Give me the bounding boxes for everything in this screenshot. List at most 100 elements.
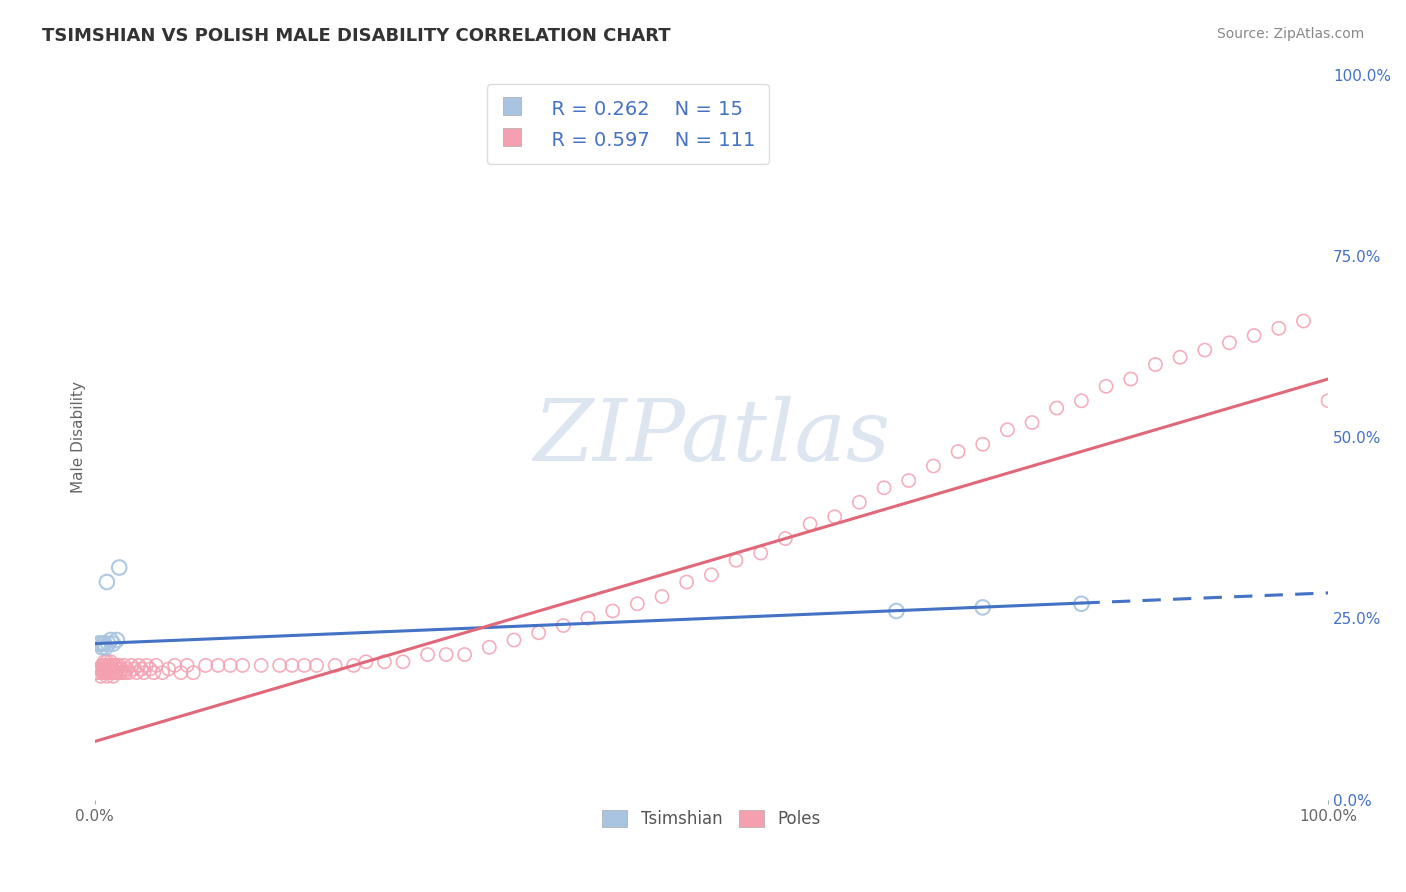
Point [626, 597, 648, 611]
Point [93, 662, 115, 676]
Point [478, 640, 501, 655]
Point [775, 532, 797, 546]
Point [105, 633, 128, 648]
Point [946, 444, 969, 458]
Point [115, 662, 138, 676]
Point [972, 600, 994, 615]
Text: ZIPatlas: ZIPatlas [533, 396, 890, 478]
Point [1194, 343, 1216, 357]
Point [94, 640, 117, 655]
Point [97, 658, 120, 673]
Point [91, 665, 114, 680]
Point [87, 637, 110, 651]
Point [131, 662, 153, 676]
Point [553, 618, 575, 632]
Point [1095, 379, 1118, 393]
Point [100, 655, 122, 669]
Point [281, 658, 304, 673]
Point [675, 574, 697, 589]
Point [98, 665, 121, 680]
Point [114, 665, 136, 680]
Point [118, 665, 141, 680]
Point [194, 658, 217, 673]
Point [107, 662, 129, 676]
Text: Source: ZipAtlas.com: Source: ZipAtlas.com [1216, 27, 1364, 41]
Point [121, 658, 143, 673]
Point [323, 658, 346, 673]
Point [1119, 372, 1142, 386]
Point [94, 665, 117, 680]
Point [93, 655, 115, 669]
Point [98, 658, 121, 673]
Point [152, 665, 174, 680]
Point [104, 665, 127, 680]
Point [1070, 597, 1092, 611]
Point [527, 625, 550, 640]
Point [96, 669, 118, 683]
Point [100, 633, 122, 648]
Point [135, 658, 157, 673]
Point [292, 658, 315, 673]
Point [105, 658, 128, 673]
Point [1243, 328, 1265, 343]
Point [142, 665, 165, 680]
Point [96, 655, 118, 669]
Point [108, 560, 131, 574]
Point [145, 658, 167, 673]
Point [799, 516, 821, 531]
Point [219, 658, 242, 673]
Point [91, 658, 114, 673]
Point [97, 637, 120, 651]
Point [848, 495, 870, 509]
Point [1268, 321, 1291, 335]
Point [269, 658, 291, 673]
Point [91, 637, 114, 651]
Point [873, 481, 896, 495]
Point [90, 637, 112, 651]
Point [305, 658, 328, 673]
Point [101, 662, 124, 676]
Point [886, 604, 908, 618]
Point [100, 662, 122, 676]
Point [110, 665, 132, 680]
Point [101, 658, 124, 673]
Point [86, 665, 108, 680]
Point [503, 633, 526, 648]
Point [724, 553, 747, 567]
Point [207, 658, 229, 673]
Point [170, 665, 193, 680]
Point [103, 665, 125, 680]
Point [997, 423, 1019, 437]
Point [416, 648, 439, 662]
Point [232, 658, 254, 673]
Point [91, 665, 114, 680]
Point [87, 665, 110, 680]
Point [602, 604, 624, 618]
Point [176, 658, 198, 673]
Point [96, 574, 118, 589]
Text: TSIMSHIAN VS POLISH MALE DISABILITY CORRELATION CHART: TSIMSHIAN VS POLISH MALE DISABILITY CORR… [42, 27, 671, 45]
Point [181, 665, 204, 680]
Point [91, 640, 114, 655]
Point [96, 662, 118, 676]
Point [453, 648, 475, 662]
Point [1317, 393, 1340, 408]
Point [128, 658, 150, 673]
Point [1070, 393, 1092, 408]
Point [824, 509, 846, 524]
Point [139, 662, 162, 676]
Point [103, 658, 125, 673]
Point [132, 665, 155, 680]
Point [1021, 416, 1043, 430]
Point [434, 648, 457, 662]
Point [91, 658, 114, 673]
Point [101, 637, 124, 651]
Point [922, 458, 945, 473]
Point [97, 665, 120, 680]
Point [972, 437, 994, 451]
Point [111, 665, 134, 680]
Point [651, 590, 673, 604]
Point [105, 665, 128, 680]
Legend: Tsimshian, Poles: Tsimshian, Poles [596, 803, 827, 835]
Point [373, 655, 395, 669]
